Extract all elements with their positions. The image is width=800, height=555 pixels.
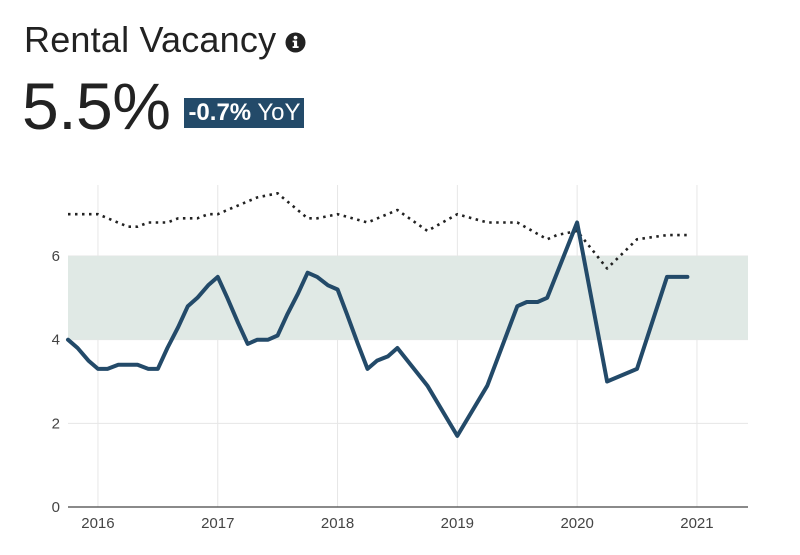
x-tick-label: 2018	[321, 515, 354, 532]
yoy-badge: -0.7% YoY	[184, 98, 304, 128]
chart-title: Rental Vacancy	[24, 19, 277, 60]
range-band	[68, 256, 748, 340]
series-line-solid	[66, 220, 690, 438]
y-tick-label: 0	[52, 499, 60, 516]
title-row: Rental Vacancy	[24, 16, 306, 64]
y-tick-label: 6	[52, 248, 60, 265]
x-tick-label: 2020	[560, 515, 593, 532]
yoy-suffix: YoY	[257, 99, 301, 126]
x-tick-label: 2019	[441, 515, 474, 532]
y-tick-label: 4	[52, 332, 60, 349]
info-circle-icon[interactable]	[285, 32, 306, 53]
y-tick-label: 2	[52, 415, 60, 432]
x-tick-label: 2021	[680, 515, 713, 532]
x-tick-label: 2016	[81, 515, 114, 532]
series-line-dotted	[68, 192, 688, 270]
current-value: 5.5%	[22, 69, 171, 143]
yoy-change: -0.7%	[188, 99, 252, 126]
x-tick-label: 2017	[201, 515, 234, 532]
value-row: 5.5% -0.7% YoY	[22, 66, 304, 146]
